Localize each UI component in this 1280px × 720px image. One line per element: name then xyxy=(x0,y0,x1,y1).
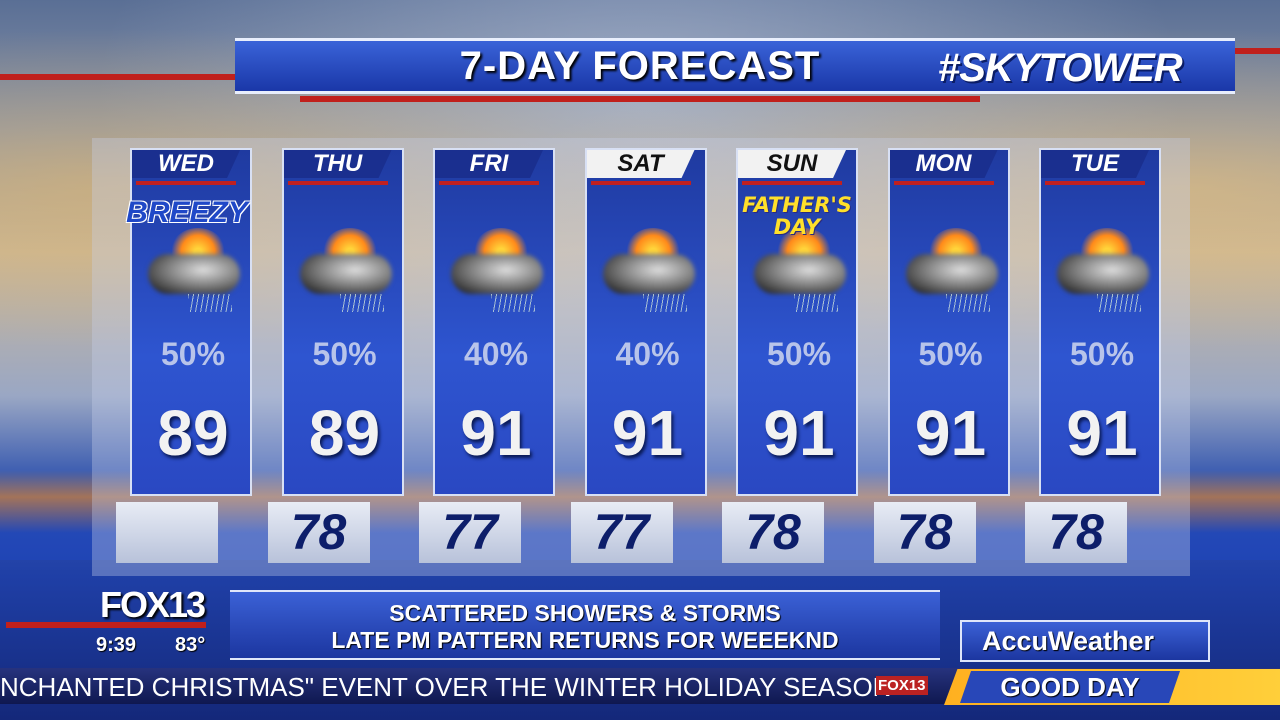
precip-chance: 50% xyxy=(918,336,983,372)
low-temp-box: 78 xyxy=(873,502,976,563)
day-accent xyxy=(287,181,388,185)
thunderstorm-partly-sunny-icon xyxy=(451,228,543,314)
logo-accent xyxy=(6,622,206,628)
day-accent xyxy=(439,181,539,185)
day-label: FRI xyxy=(435,150,543,178)
accuweather-logo: AccuWeather xyxy=(960,620,1210,662)
day-label: THU xyxy=(283,150,392,178)
precip-chance: 50% xyxy=(312,336,377,372)
precip-chance: 50% xyxy=(160,336,226,372)
high-temp: 91 xyxy=(611,397,684,469)
show-title: GOOD DAY xyxy=(960,671,1180,703)
current-time: 9:39 xyxy=(96,634,137,656)
precip-chance: 50% xyxy=(766,336,832,372)
high-temp: 91 xyxy=(914,397,987,469)
day-panel: FRI 40% 91 xyxy=(433,148,555,496)
low-temp: 77 xyxy=(593,504,650,560)
skytower-logo: #SKYTOWER xyxy=(938,46,1183,90)
thunderstorm-partly-sunny-icon xyxy=(754,228,846,314)
precip-chance: 50% xyxy=(1069,336,1135,372)
title-bar xyxy=(235,38,1235,94)
low-temp: 78 xyxy=(896,504,953,560)
low-temp-box: 78 xyxy=(267,502,370,563)
high-temp: 91 xyxy=(763,397,835,469)
title-accent-left xyxy=(0,74,240,80)
low-temp: 78 xyxy=(290,504,347,560)
low-temp: 78 xyxy=(745,504,801,560)
thunderstorm-partly-sunny-icon xyxy=(1057,228,1149,314)
current-temp: 83° xyxy=(175,634,206,656)
day-label: WED xyxy=(132,150,240,178)
low-temp-box: 78 xyxy=(1025,502,1127,563)
day-badge: BREEZY xyxy=(126,196,248,229)
day-label: TUE xyxy=(1041,150,1149,178)
day-panel: MON 50% 91 xyxy=(887,148,1010,496)
ticker-text: NCHANTED CHRISTMAS" EVENT OVER THE WINTE… xyxy=(0,672,892,702)
day-panel: TUE 50% 91 xyxy=(1039,148,1161,496)
day-accent xyxy=(893,181,994,185)
low-temp-box xyxy=(116,502,218,563)
day-panel: SAT 40% 91 xyxy=(584,148,707,496)
high-temp: 91 xyxy=(460,397,532,469)
day-accent xyxy=(136,181,236,185)
station-logo: FOX13 xyxy=(100,584,206,625)
day-label: SAT xyxy=(586,150,695,178)
high-temp: 89 xyxy=(308,397,381,469)
day-accent xyxy=(742,181,842,185)
title-accent-bottom xyxy=(300,96,980,102)
headline-box: SCATTERED SHOWERS & STORMS LATE PM PATTE… xyxy=(230,590,940,660)
low-temp: 78 xyxy=(1048,504,1104,560)
headline-line1: SCATTERED SHOWERS & STORMS xyxy=(389,600,781,626)
page-title: 7-DAY FORECAST xyxy=(459,44,821,88)
day-accent xyxy=(1045,181,1145,185)
day-badge: FATHER'S DAY xyxy=(742,193,852,239)
ticker-station-logo: FOX13 xyxy=(876,676,928,695)
day-accent xyxy=(590,181,691,185)
day-label: SUN xyxy=(738,150,846,178)
thunderstorm-partly-sunny-icon xyxy=(299,228,392,314)
low-temp-box: 78 xyxy=(722,502,824,563)
low-temp: 77 xyxy=(442,504,498,560)
day-panel: SUN 50% 91 xyxy=(736,148,858,496)
thunderstorm-partly-sunny-icon xyxy=(602,228,695,314)
low-temp-box: 77 xyxy=(570,502,673,563)
high-temp: 91 xyxy=(1066,397,1138,469)
day-label: MON xyxy=(889,150,998,178)
headline-line2: LATE PM PATTERN RETURNS FOR WEEEKND xyxy=(331,627,839,653)
day-panel: THU 50% 89 xyxy=(281,148,404,496)
high-temp: 89 xyxy=(157,397,229,469)
day-panel: WED 50% 89 xyxy=(130,148,252,496)
low-temp-box: 77 xyxy=(419,502,521,563)
thunderstorm-partly-sunny-icon xyxy=(148,228,240,314)
precip-chance: 40% xyxy=(615,336,680,372)
thunderstorm-partly-sunny-icon xyxy=(905,228,998,314)
precip-chance: 40% xyxy=(463,336,529,372)
